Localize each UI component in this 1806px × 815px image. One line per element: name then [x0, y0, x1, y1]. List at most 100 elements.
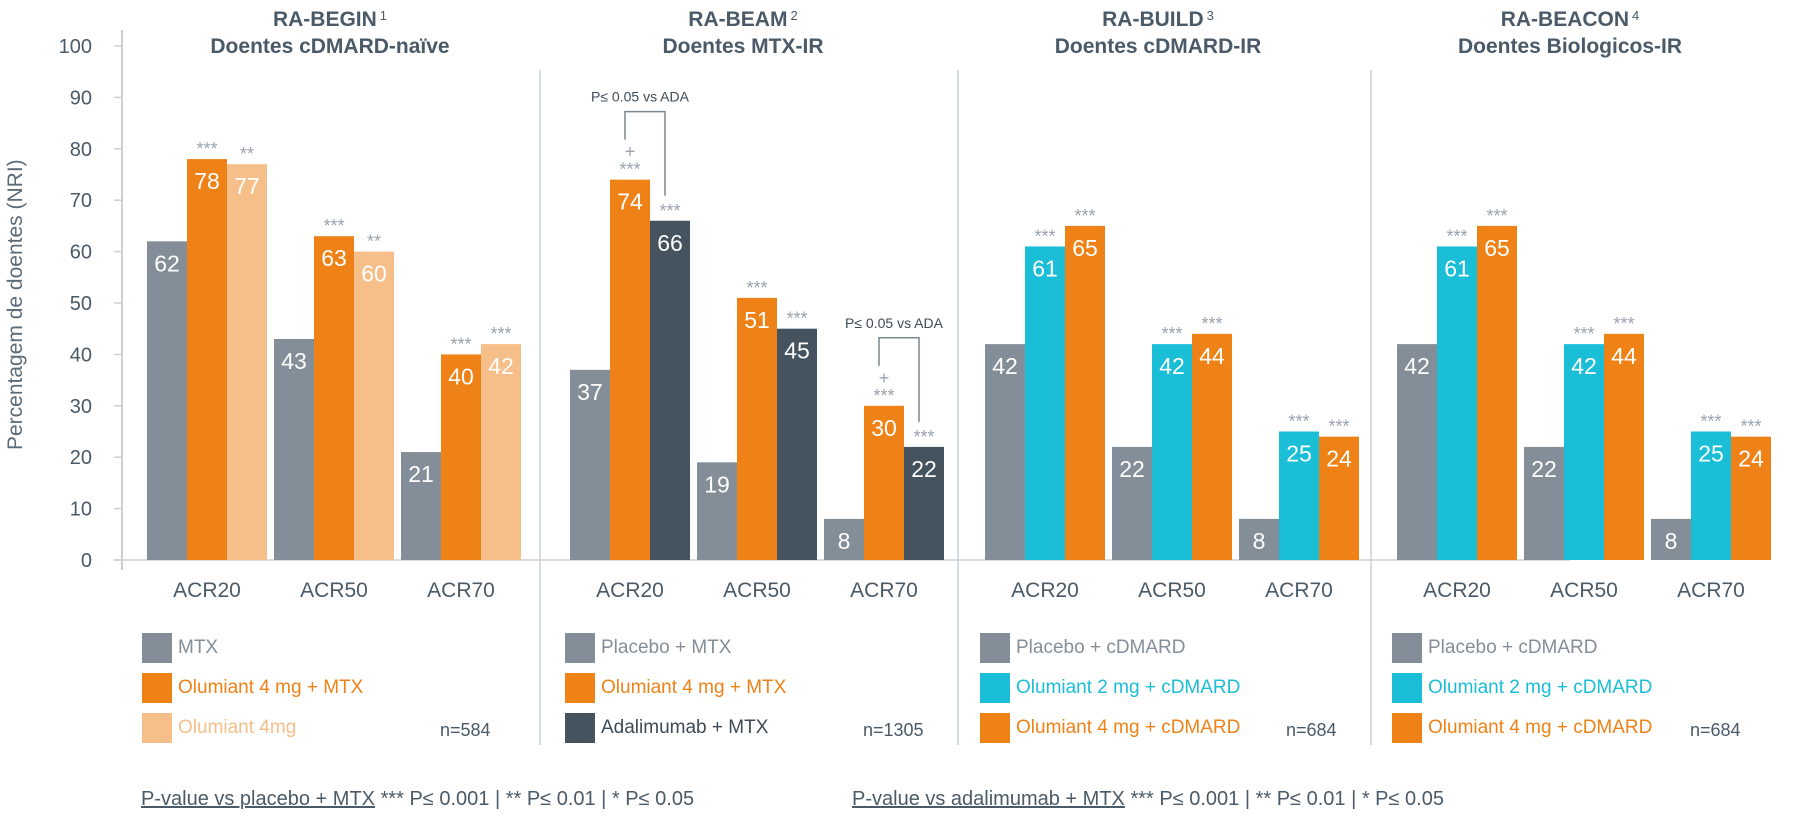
bar-value-label: 78	[194, 168, 220, 194]
footnote-placebo: P-value vs placebo + MTX *** P≤ 0.001 | …	[141, 788, 694, 811]
bar-value-label: 74	[617, 189, 643, 215]
study-name: RA-BUILD 3	[988, 6, 1328, 33]
bar-value-label: 44	[1611, 343, 1637, 369]
panel-title: RA-BEGIN 1 Doentes cDMARD-naïve	[160, 6, 500, 60]
bar	[354, 251, 394, 560]
y-axis-label-container: Percentagem de doentes (NRI)	[4, 159, 34, 450]
bar-value-label: 22	[1531, 456, 1557, 482]
bar	[610, 179, 650, 560]
y-tick-label: 0	[81, 550, 92, 572]
footnote-adalimumab: P-value vs adalimumab + MTX *** P≤ 0.001…	[852, 788, 1444, 811]
legend-item: Olumiant 4mg	[142, 713, 296, 743]
bar	[1025, 246, 1065, 560]
bar-value-label: 40	[448, 363, 474, 389]
bar-value-label: 42	[1159, 353, 1185, 379]
bar-value-label: 22	[911, 456, 937, 482]
bar-value-label: 42	[992, 353, 1018, 379]
legend-swatch	[1392, 633, 1422, 663]
bar-value-label: 65	[1484, 235, 1510, 261]
y-axis-label: Percentagem de doentes (NRI)	[4, 159, 27, 450]
significance-marker: ***	[1161, 324, 1182, 344]
bar-value-label: 30	[871, 415, 897, 441]
bar-value-label: 51	[744, 307, 770, 333]
bar-value-label: 65	[1072, 235, 1098, 261]
bar	[697, 462, 737, 560]
bar-value-label: 77	[234, 173, 260, 199]
bar	[737, 297, 777, 560]
significance-marker: ***	[490, 324, 511, 344]
bar	[147, 241, 187, 560]
x-category-label: ACR50	[723, 579, 791, 602]
panel-title: RA-BEACON 4 Doentes Biologicos-IR	[1400, 6, 1740, 60]
study-label: RA-BEACON	[1500, 8, 1630, 31]
bar	[1397, 344, 1437, 560]
significance-marker: ***	[1613, 314, 1634, 334]
bracket-annotation: P≤ 0.05 vs ADA	[845, 315, 944, 331]
study-label: RA-BUILD	[1102, 8, 1204, 31]
legend-item: Olumiant 2 mg + cDMARD	[1392, 673, 1652, 703]
y-tick-label: 40	[70, 344, 92, 366]
y-tick-label: 100	[59, 36, 92, 58]
population-label: Doentes Biologicos-IR	[1457, 35, 1683, 58]
footnote-adalimumab-link[interactable]: P-value vs adalimumab + MTX	[852, 788, 1125, 810]
bar	[650, 220, 690, 560]
bar	[401, 452, 441, 560]
sample-size: n=584	[440, 720, 491, 740]
legend-swatch	[565, 673, 595, 703]
bar	[864, 405, 904, 560]
legend-swatch	[980, 713, 1010, 743]
significance-marker: **	[240, 144, 254, 164]
bar	[1112, 446, 1152, 560]
significance-marker: ***	[1074, 206, 1095, 226]
significance-bracket	[878, 337, 920, 422]
significance-marker: ***	[1740, 417, 1761, 437]
study-label: RA-BEGIN	[272, 8, 377, 31]
legend-item: Olumiant 4 mg + MTX	[142, 673, 363, 703]
legend-item: Olumiant 4 mg + MTX	[565, 673, 786, 703]
legend-label: Olumiant 4 mg + cDMARD	[1016, 717, 1241, 738]
significance-marker: **	[367, 232, 381, 252]
bar-value-label: 24	[1326, 446, 1352, 472]
y-tick-label: 60	[70, 242, 92, 264]
legend-swatch	[980, 633, 1010, 663]
y-tick-label: 10	[70, 499, 92, 521]
bar-value-label: 60	[361, 261, 387, 287]
legend-swatch	[142, 673, 172, 703]
significance-marker: ***	[1573, 324, 1594, 344]
legend-label: Olumiant 4mg	[178, 717, 297, 738]
y-tick-label: 30	[70, 396, 92, 418]
bar	[1477, 225, 1517, 560]
significance-marker: ***	[913, 427, 934, 447]
bar	[1691, 431, 1731, 560]
significance-marker: ***	[196, 139, 217, 159]
bar	[1239, 518, 1279, 560]
bar-value-label: 42	[1404, 353, 1430, 379]
footnote-placebo-link[interactable]: P-value vs placebo + MTX	[141, 788, 375, 810]
reference-number: 4	[1632, 8, 1640, 23]
x-category-label: ACR50	[300, 579, 368, 602]
legend-item: Placebo + cDMARD	[980, 633, 1185, 663]
legend-swatch	[565, 713, 595, 743]
bar	[1152, 344, 1192, 560]
legend-label: Olumiant 2 mg + cDMARD	[1428, 677, 1653, 698]
significance-marker: ***	[1328, 417, 1349, 437]
bar	[904, 446, 944, 560]
legend-label: Olumiant 4 mg + MTX	[601, 677, 787, 698]
bar	[1065, 225, 1105, 560]
bar	[314, 236, 354, 560]
bar-value-label: 22	[1119, 456, 1145, 482]
legend-swatch	[1392, 713, 1422, 743]
footnote-placebo-text: *** P≤ 0.001 | ** P≤ 0.01 | * P≤ 0.05	[380, 788, 695, 810]
sample-size: n=684	[1286, 720, 1337, 740]
y-tick-label: 20	[70, 447, 92, 469]
legend-item: Olumiant 2 mg + cDMARD	[980, 673, 1240, 703]
significance-marker: ***	[450, 334, 471, 354]
bar-value-label: 42	[488, 353, 514, 379]
study-label: RA-BEAM	[688, 8, 788, 31]
bar-value-label: 19	[704, 471, 730, 497]
x-category-label: ACR20	[1011, 579, 1079, 602]
x-category-label: ACR50	[1550, 579, 1618, 602]
bar-value-label: 63	[321, 245, 347, 271]
significance-marker: ***	[786, 309, 807, 329]
bar	[187, 159, 227, 560]
